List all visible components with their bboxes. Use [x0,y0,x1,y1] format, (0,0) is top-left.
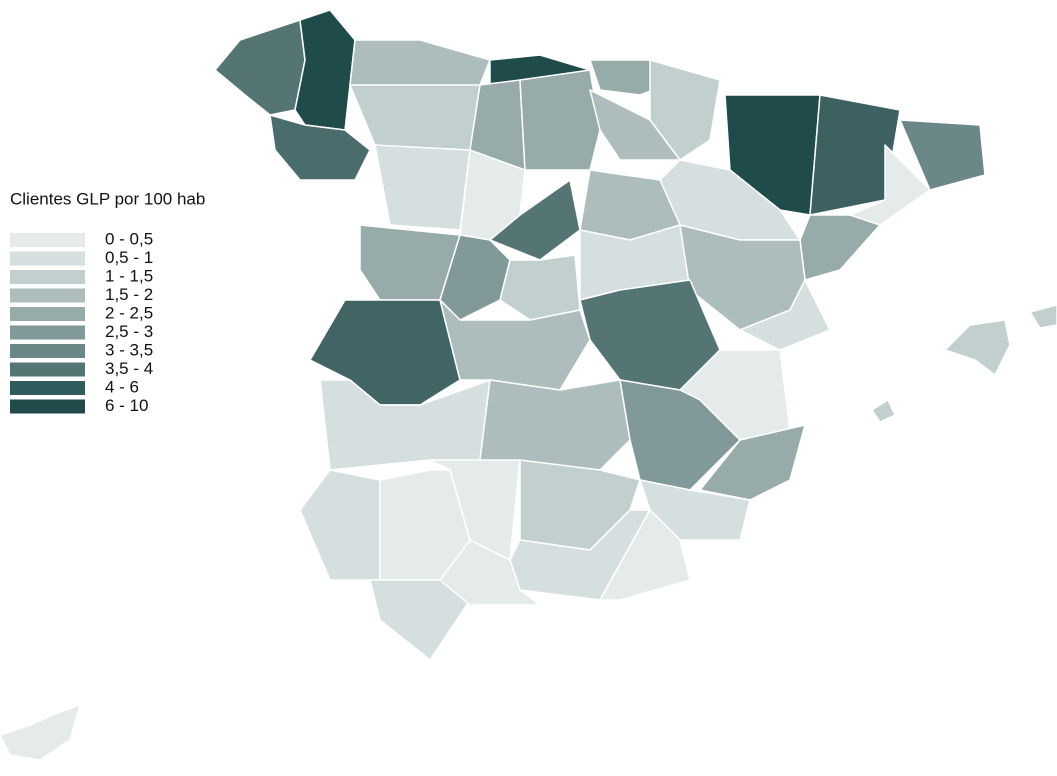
legend-swatch [10,307,85,321]
legend-label: 1 - 1,5 [105,266,153,285]
legend-swatch [10,233,85,247]
province [349,84,481,151]
province [269,114,371,181]
province [699,424,806,501]
legend-label: 4 - 6 [105,377,139,396]
province [589,89,681,161]
legend-swatch [10,362,85,377]
province [349,39,491,91]
province [619,379,741,491]
legend-label: 2 - 2,5 [105,303,153,322]
legend-label: 0 - 0,5 [105,229,153,248]
legend: 0 - 0,50,5 - 11 - 1,51,5 - 22 - 2,52,5 -… [10,229,153,415]
island [944,319,1011,376]
province [649,59,721,161]
legend-swatch [10,399,85,414]
legend-swatch [10,381,85,395]
province [499,254,581,321]
legend-swatch [10,270,85,284]
province [439,539,541,606]
province [899,119,986,191]
province [599,509,691,601]
legend-label: 0,5 - 1 [105,248,153,267]
province [369,579,471,661]
province [739,279,831,351]
legend-swatch [10,344,85,358]
island [1029,304,1057,329]
province [294,9,356,131]
legend-swatch [10,325,85,340]
legend-label: 6 - 10 [105,396,148,415]
province [479,379,631,471]
provinces [0,9,1057,761]
province [519,69,601,171]
legend-title: Clientes GLP por 100 hab [10,189,205,208]
legend-label: 3 - 3,5 [105,340,153,359]
province [299,469,381,581]
legend-label: 3,5 - 4 [105,359,153,378]
legend-label: 2,5 - 3 [105,322,153,341]
province [214,19,306,116]
island [0,704,81,761]
legend-swatch [10,251,85,266]
island [871,399,896,423]
legend-swatch [10,288,85,303]
province [489,179,581,261]
legend-label: 1,5 - 2 [105,285,153,304]
province [374,144,471,231]
province [799,214,881,281]
